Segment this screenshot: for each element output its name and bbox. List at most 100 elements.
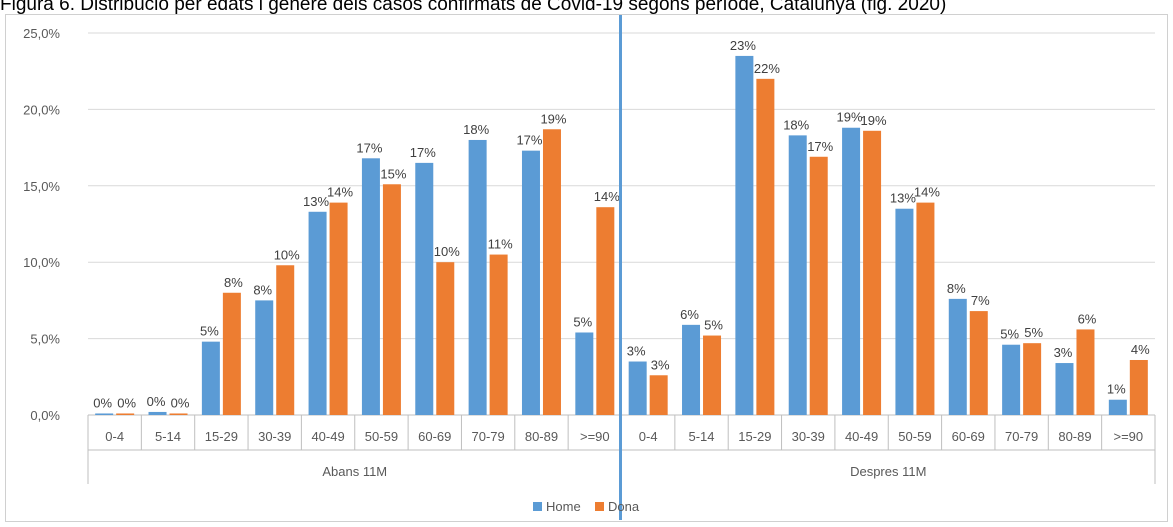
- legend-swatch-home: [533, 502, 542, 511]
- x-tick-label: >=90: [1113, 429, 1143, 444]
- y-tick-label: 15,0%: [23, 179, 60, 194]
- bar-home: [468, 139, 487, 415]
- x-tick-label: 50-59: [898, 429, 931, 444]
- x-tick-label: 15-29: [738, 429, 771, 444]
- chart-title: Figura 6. Distribució per edats i gènere…: [0, 0, 947, 15]
- bar-home: [628, 361, 647, 415]
- bar-dona: [596, 207, 615, 415]
- bar-home: [895, 208, 914, 415]
- data-label: 8%: [947, 281, 966, 296]
- data-label: 19%: [861, 113, 887, 128]
- bar-dona: [382, 184, 401, 415]
- bar-home: [1002, 344, 1021, 415]
- x-tick-label: 60-69: [418, 429, 451, 444]
- bar-home: [95, 413, 114, 415]
- bar-dona: [1076, 329, 1095, 415]
- data-label: 14%: [594, 189, 620, 204]
- data-label: 10%: [274, 247, 300, 262]
- data-label: 15%: [380, 166, 406, 181]
- bar-dona: [329, 202, 348, 415]
- data-label: 19%: [540, 111, 566, 126]
- bar-home: [575, 332, 594, 415]
- x-tick-label: 0-4: [639, 429, 658, 444]
- data-label: 3%: [627, 344, 646, 359]
- bar-home: [735, 55, 754, 416]
- data-label: 5%: [1000, 327, 1019, 342]
- x-tick-label: 15-29: [205, 429, 238, 444]
- y-tick-label: 25,0%: [23, 26, 60, 41]
- bar-home: [1108, 399, 1127, 415]
- legend-label: Home: [546, 499, 581, 514]
- bar-dona: [542, 129, 561, 415]
- bar-dona: [863, 130, 882, 416]
- data-label: 19%: [837, 110, 863, 125]
- bar-home: [148, 411, 167, 415]
- data-label: 8%: [253, 282, 272, 297]
- bar-home: [842, 127, 861, 416]
- data-label: 3%: [651, 357, 670, 372]
- bar-home: [308, 211, 327, 415]
- data-label: 0%: [147, 394, 166, 409]
- bar-home: [1055, 363, 1074, 415]
- data-label: 17%: [516, 133, 542, 148]
- group-label: Despres 11M: [850, 464, 926, 479]
- data-label: 5%: [200, 324, 219, 339]
- bar-home: [415, 162, 434, 415]
- bar-dona: [222, 292, 241, 415]
- data-label: 0%: [171, 395, 190, 410]
- y-tick-label: 0,0%: [30, 408, 60, 423]
- x-tick-label: 50-59: [365, 429, 398, 444]
- data-label: 17%: [807, 139, 833, 154]
- x-tick-label: 80-89: [1058, 429, 1091, 444]
- data-label: 18%: [783, 117, 809, 132]
- x-tick-label: 30-39: [792, 429, 825, 444]
- data-label: 0%: [93, 395, 112, 410]
- data-label: 18%: [463, 122, 489, 137]
- bar-dona: [276, 265, 295, 415]
- x-tick-label: 40-49: [311, 429, 344, 444]
- bar-dona: [1023, 343, 1042, 415]
- data-label: 8%: [224, 275, 243, 290]
- y-tick-label: 10,0%: [23, 255, 60, 270]
- data-label: 1%: [1107, 382, 1126, 397]
- x-tick-label: 60-69: [952, 429, 985, 444]
- x-tick-label: 40-49: [845, 429, 878, 444]
- data-label: 13%: [890, 191, 916, 206]
- legend-label: Dona: [608, 499, 640, 514]
- bar-home: [682, 324, 701, 415]
- data-label: 22%: [754, 61, 780, 76]
- x-tick-label: 0-4: [105, 429, 124, 444]
- data-label: 13%: [303, 194, 329, 209]
- chart-frame: [5, 14, 1168, 522]
- data-label: 10%: [434, 244, 460, 259]
- bar-home: [521, 150, 540, 415]
- data-label: 17%: [356, 140, 382, 155]
- bar-dona: [1129, 359, 1148, 415]
- bar-dona: [809, 156, 828, 415]
- data-label: 17%: [410, 145, 436, 160]
- data-label: 7%: [971, 293, 990, 308]
- data-label: 5%: [1024, 325, 1043, 340]
- data-label: 6%: [1078, 311, 1097, 326]
- bar-dona: [969, 311, 988, 415]
- bar-home: [948, 298, 967, 415]
- data-label: 5%: [573, 314, 592, 329]
- legend-swatch-dona: [595, 502, 604, 511]
- bar-dona: [489, 254, 508, 415]
- data-label: 0%: [117, 395, 136, 410]
- bar-home: [361, 158, 380, 415]
- bar-dona: [916, 202, 935, 415]
- x-tick-label: 70-79: [472, 429, 505, 444]
- data-label: 14%: [327, 185, 353, 200]
- data-label: 5%: [704, 318, 723, 333]
- data-label: 14%: [914, 185, 940, 200]
- x-tick-label: >=90: [580, 429, 610, 444]
- data-label: 11%: [488, 237, 513, 252]
- bar-dona: [703, 335, 722, 415]
- x-tick-label: 5-14: [689, 429, 715, 444]
- bar-dona: [649, 375, 668, 415]
- bar-home: [201, 341, 220, 415]
- bar-dona: [116, 413, 135, 415]
- data-label: 23%: [730, 38, 756, 53]
